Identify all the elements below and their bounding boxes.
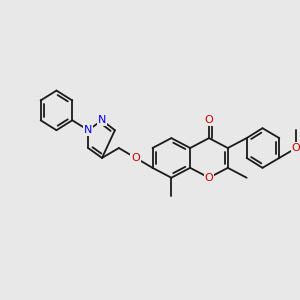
Text: N: N	[98, 115, 106, 125]
Text: O: O	[131, 153, 140, 163]
Text: O: O	[205, 115, 213, 125]
Text: O: O	[205, 173, 213, 183]
Text: N: N	[84, 125, 92, 135]
Text: O: O	[292, 143, 300, 153]
